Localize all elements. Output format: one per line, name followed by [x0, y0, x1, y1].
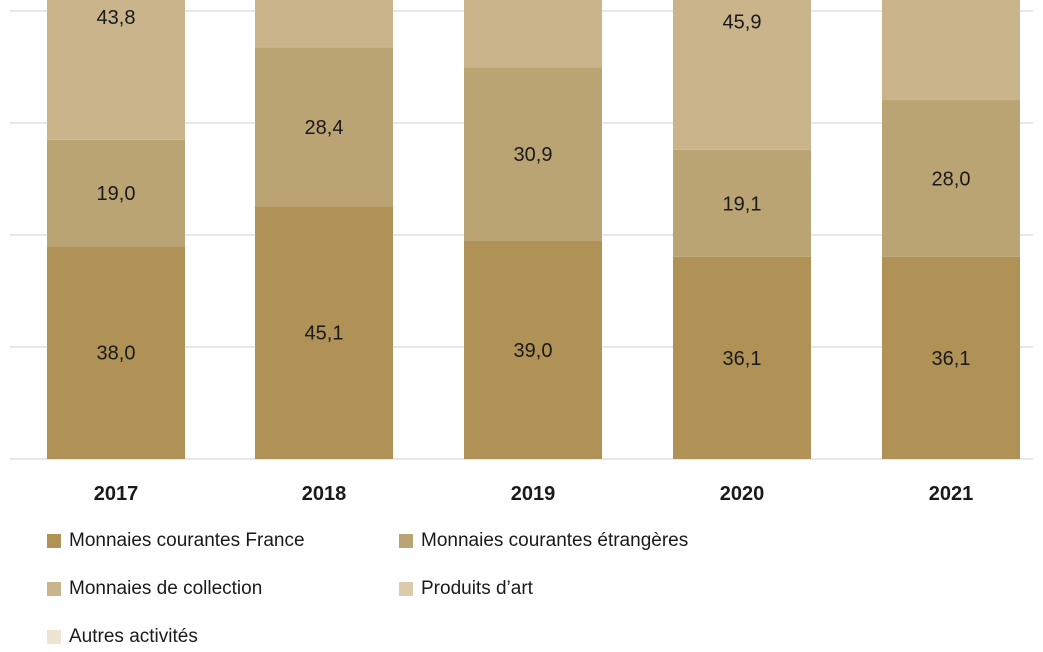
- bar-segment: [47, 246, 185, 459]
- legend-item-monnaies-courantes-france: Monnaies courantes France: [47, 530, 305, 552]
- bar-segment: [464, 240, 602, 459]
- x-axis: 2017 2018 2019 2020 2021: [94, 483, 974, 505]
- legend-item-monnaies-courantes-etrangeres: Monnaies courantes étrangères: [399, 530, 688, 552]
- bar-segment-label: 19,0: [97, 183, 136, 205]
- legend-label: Monnaies courantes étrangères: [421, 530, 689, 551]
- bar-segment: [673, 0, 811, 150]
- bar-segment-label: 30,9: [514, 144, 553, 166]
- legend-item-autres-activites: Autres activités: [47, 626, 198, 648]
- bar-segment: [464, 67, 602, 241]
- legend: Monnaies courantes France Monnaies coura…: [47, 530, 947, 647]
- legend-swatch: [399, 582, 413, 596]
- x-tick-label: 2017: [94, 483, 139, 505]
- bar-segment: [255, 47, 393, 207]
- legend-swatch: [47, 630, 61, 644]
- bar-segment: [255, 0, 393, 48]
- bar-segment-label: 28,4: [305, 117, 344, 139]
- bar-segment: [464, 0, 602, 68]
- legend-swatch: [399, 534, 413, 548]
- legend-swatch: [47, 534, 61, 548]
- bar-segment-label: 45,9: [723, 11, 762, 33]
- bar-segment-label: 19,1: [723, 193, 762, 215]
- bar-segment: [47, 0, 185, 140]
- x-tick-label: 2020: [720, 483, 765, 505]
- bar-segment: [882, 0, 1020, 101]
- legend-item-monnaies-de-collection: Monnaies de collection: [47, 578, 262, 600]
- legend-label: Monnaies de collection: [69, 578, 263, 599]
- bar-segment: [255, 206, 393, 459]
- legend-label: Monnaies courantes France: [69, 530, 305, 551]
- bar-segment-label: 43,8: [97, 7, 136, 29]
- legend-label: Autres activités: [69, 626, 198, 647]
- legend-item-produits-art: Produits d’art: [399, 578, 533, 600]
- x-tick-label: 2019: [511, 483, 556, 505]
- bar-segment: [673, 256, 811, 459]
- bar-segment-label: 36,1: [932, 348, 971, 370]
- bar-segment-label: 36,1: [723, 348, 762, 370]
- legend-swatch: [47, 582, 61, 596]
- bar-segment: [882, 100, 1020, 257]
- bar-segment-label: 38,0: [97, 343, 136, 365]
- bar-segment-label: 45,1: [305, 323, 344, 345]
- x-tick-label: 2021: [929, 483, 974, 505]
- bar-segment: [882, 256, 1020, 459]
- bar-segment: [673, 149, 811, 257]
- bar-segment-label: 28,0: [932, 168, 971, 190]
- data-labels: 38,019,043,811,05,445,128,445,812,06,339…: [97, 7, 971, 370]
- bar-segment: [47, 139, 185, 247]
- x-tick-label: 2018: [302, 483, 347, 505]
- bars: [47, 0, 1020, 459]
- legend-label: Produits d’art: [421, 578, 533, 599]
- bar-segment-label: 39,0: [514, 340, 553, 362]
